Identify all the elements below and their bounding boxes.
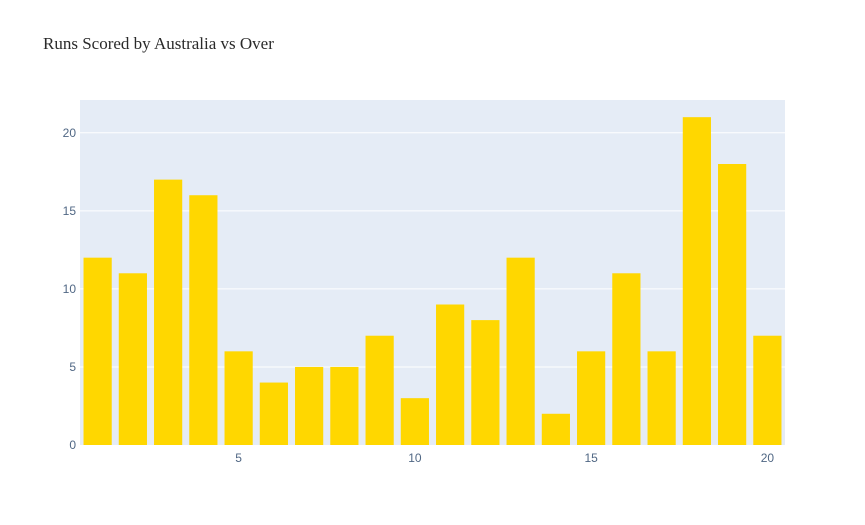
bar-over-3 bbox=[154, 179, 183, 445]
y-tick-label: 10 bbox=[63, 282, 77, 296]
bar-over-8 bbox=[330, 366, 359, 445]
bars bbox=[83, 117, 782, 446]
bar-over-2 bbox=[118, 273, 147, 445]
chart-title: Runs Scored by Australia vs Over bbox=[43, 34, 274, 53]
y-tick-label: 15 bbox=[63, 204, 77, 218]
y-tick-label: 5 bbox=[69, 360, 76, 374]
y-tick-label: 20 bbox=[63, 126, 77, 140]
x-tick-label: 10 bbox=[408, 451, 422, 465]
x-axis-ticks: 5 10 15 20 bbox=[235, 451, 774, 465]
plot-area bbox=[80, 100, 785, 445]
bar-over-13 bbox=[506, 257, 535, 445]
bar-over-20 bbox=[753, 335, 782, 445]
bar-over-10 bbox=[400, 398, 429, 445]
bar-over-6 bbox=[259, 382, 288, 445]
bar-over-7 bbox=[295, 366, 324, 445]
bar-over-4 bbox=[189, 195, 218, 445]
bar-over-17 bbox=[647, 351, 676, 445]
x-tick-label: 20 bbox=[761, 451, 775, 465]
bar-over-5 bbox=[224, 351, 253, 445]
x-tick-label: 15 bbox=[584, 451, 598, 465]
bar-over-12 bbox=[471, 320, 500, 445]
bar-over-18 bbox=[682, 117, 711, 446]
bar-over-1 bbox=[83, 257, 112, 445]
bar-over-14 bbox=[541, 413, 570, 445]
bar-over-16 bbox=[612, 273, 641, 445]
bar-over-11 bbox=[436, 304, 465, 445]
x-tick-label: 5 bbox=[235, 451, 242, 465]
bar-over-9 bbox=[365, 335, 394, 445]
y-tick-label: 0 bbox=[69, 438, 76, 452]
bar-over-19 bbox=[718, 164, 747, 446]
y-axis-ticks: 0 5 10 15 20 bbox=[63, 126, 77, 452]
bar-over-15 bbox=[577, 351, 606, 445]
